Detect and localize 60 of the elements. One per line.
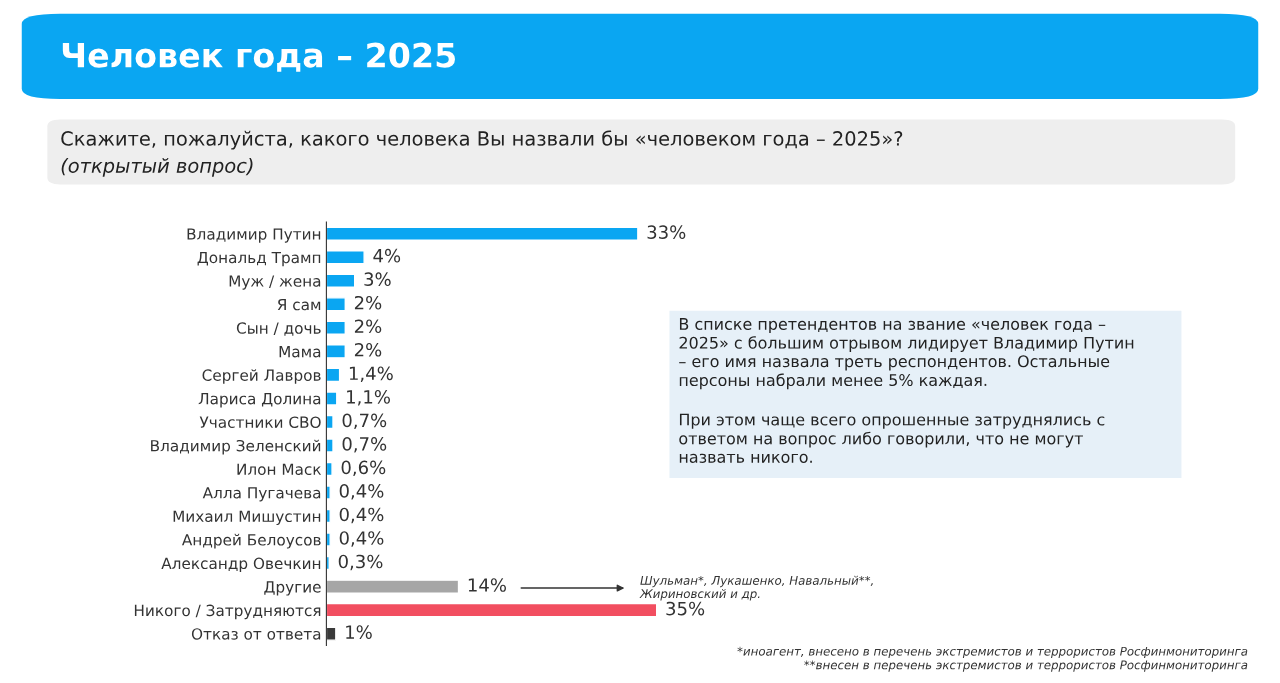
- y-tick-label: Дональд Трамп: [197, 251, 321, 267]
- text: При этом чаще всего опрошенные затруднялись с ответом на вопрос либо говорили, что не могут назвать никого.: [679, 413, 1105, 463]
- data-label: 1,1%: [347, 390, 390, 406]
- text: В списке претендентов на звание «человек года – 2025» с большим отрывом лидирует Владимир Путин – его имя назвала треть респондентов. Остальные персоны набрали менее 5% каждая.: [679, 318, 1134, 390]
- chart-title: Человек года – 2025: [62, 42, 455, 72]
- y-tick-label: Илон Маск: [237, 463, 322, 476]
- bar: [326, 414, 334, 430]
- data-label: 0,4%: [339, 507, 384, 524]
- data-label: 1,4%: [349, 366, 393, 382]
- text: (открытый вопрос): [61, 157, 253, 177]
- y-tick-label: Андрей Белоусов: [181, 533, 321, 549]
- bar: [326, 391, 338, 406]
- bar: [326, 485, 331, 500]
- data-label: 1%: [346, 625, 372, 639]
- bar: [326, 297, 346, 312]
- bar: [326, 367, 341, 383]
- y-tick-label: Никого / Затрудняются: [134, 604, 321, 620]
- bar: [326, 461, 333, 477]
- y-tick-label: Алла Пугачева: [202, 487, 321, 502]
- bar: [326, 344, 346, 359]
- y-tick-label: Отказ от ответа: [191, 628, 321, 640]
- annotation: Шульман*, Лукашенко, Навальный**, Жириновский и др.: [639, 575, 873, 601]
- y-tick-label: Сын / дочь: [236, 322, 321, 336]
- data-label: 0,6%: [341, 460, 386, 477]
- y-tick-label: Александр Овечкин: [161, 557, 321, 573]
- y-tick-label: Владимир Путин: [187, 228, 321, 243]
- data-label: 0,3%: [338, 554, 383, 571]
- y-tick-label: Михаил Мишустин: [173, 510, 321, 526]
- bar: [326, 320, 346, 336]
- data-label: 0,4%: [339, 531, 384, 547]
- y-tick-label: Мама: [279, 346, 321, 358]
- data-label: 0,7%: [342, 437, 387, 453]
- bar: [326, 226, 639, 241]
- y-tick-label: Сергей Лавров: [202, 369, 321, 384]
- bar: [326, 273, 356, 288]
- data-label: 14%: [468, 578, 506, 592]
- data-label: 3%: [364, 272, 391, 287]
- data-label: 33%: [647, 225, 686, 239]
- data-label: 35%: [666, 601, 705, 616]
- data-label: 0,4%: [339, 484, 384, 500]
- data-label: 0,7%: [342, 413, 387, 430]
- y-tick-label: Владимир Зеленский: [151, 439, 321, 455]
- y-tick-label: Я сам: [277, 298, 321, 311]
- data-label: 2%: [354, 319, 382, 334]
- bar: [326, 532, 331, 547]
- data-label: 4%: [373, 248, 401, 263]
- bar: [326, 508, 331, 524]
- bar: [326, 250, 365, 265]
- y-tick-label: Другие: [264, 581, 321, 596]
- text: *иноагент, внесено в перечень экстремистов и террористов Росфинмониторинга: [737, 646, 1248, 658]
- bar: [326, 579, 460, 594]
- text: **внесен в перечень экстремистов и террористов Росфинмониторинга: [804, 660, 1248, 672]
- data-label: 2%: [354, 342, 382, 357]
- y-tick-label: Муж / жена: [229, 275, 321, 290]
- y-tick-label: Лариса Долина: [198, 393, 321, 408]
- bar: [326, 602, 658, 618]
- chart-subtitle: Скажите, пожалуйста, какого человека Вы назвали бы «человеком года – 2025»?: [61, 130, 903, 150]
- data-label: 2%: [354, 295, 382, 310]
- bar: [326, 438, 334, 453]
- y-tick-label: Участники СВО: [199, 416, 321, 428]
